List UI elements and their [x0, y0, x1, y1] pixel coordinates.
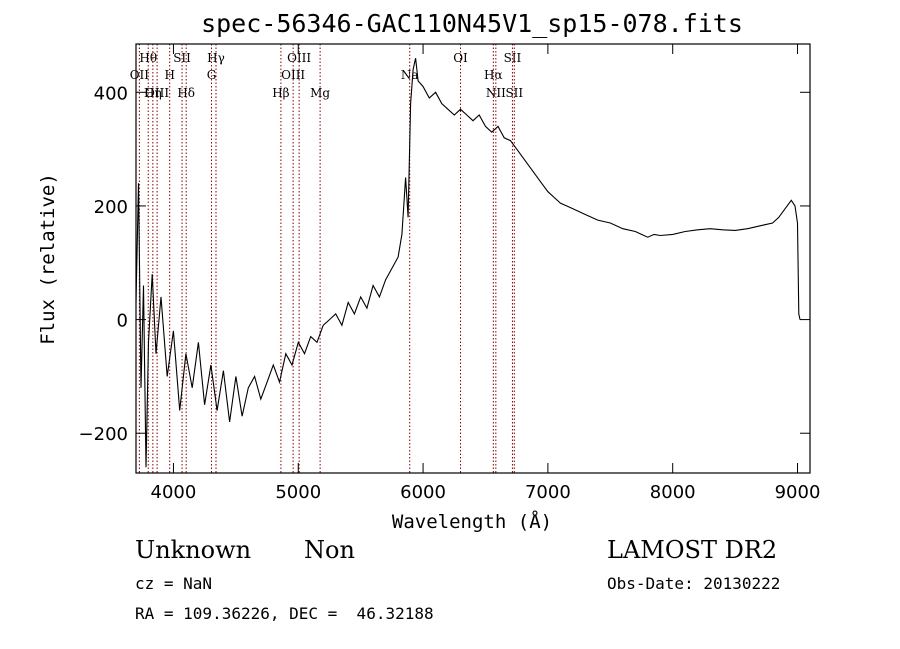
spectrum-series-line — [135, 58, 801, 468]
x-tick-label: 5000 — [275, 482, 321, 503]
y-tick-label: 200 — [94, 197, 128, 218]
x-tick-label: 9000 — [775, 482, 821, 503]
spectral-line-label: Mg — [310, 86, 330, 100]
spectral-line-label: OIII — [281, 68, 305, 82]
y-tick-label: 400 — [94, 83, 128, 104]
x-tick-label: 4000 — [151, 482, 197, 503]
spectral-line-label: H — [164, 68, 174, 82]
spectral-line-label: Hα — [484, 68, 503, 82]
spectral-line-label: OII — [130, 68, 150, 82]
spectral-line-label: Hδ — [177, 86, 195, 100]
spectral-line-label: OIII — [145, 86, 169, 100]
spectral-line-label: Hγ — [207, 51, 225, 65]
redshift-label: cz = NaN — [135, 574, 213, 593]
y-tick-label: 0 — [117, 311, 128, 332]
spectral-line-label: Hθ — [139, 51, 157, 65]
spectral-line-label: G — [207, 68, 217, 82]
chart-title: spec-56346-GAC110N45V1_sp15-078.fits — [201, 9, 743, 38]
x-axis-label: Wavelength (Å) — [392, 510, 552, 533]
class-label: Unknown — [135, 536, 252, 564]
spectral-line-label: SII — [504, 51, 522, 65]
spectral-line-label: SII — [505, 86, 523, 100]
spectral-line-label: NII — [486, 86, 506, 100]
spectral-line-label: Hβ — [272, 86, 289, 100]
survey-label: LAMOST DR2 — [607, 536, 778, 564]
spectral-line-label: Hη — [144, 86, 162, 100]
y-axis-label: Flux (relative) — [37, 173, 59, 345]
spectral-line-label: OIII — [287, 51, 311, 65]
subclass-label: Non — [304, 536, 355, 564]
plot-axes: 4000 5000 6000 7000 8000 9000 −200 0 200 400 — [79, 43, 821, 503]
x-tick-label: 6000 — [400, 482, 446, 503]
spectral-line-label: OI — [453, 51, 468, 65]
x-tick-label: 7000 — [525, 482, 571, 503]
spectral-line-label: SII — [173, 51, 191, 65]
spectral-line-label: Na — [401, 68, 419, 82]
y-tick-label: −200 — [79, 424, 128, 445]
plot-frame — [135, 43, 811, 474]
coordinates-label: RA = 109.36226, DEC = 46.32188 — [135, 604, 434, 623]
x-tick-label: 8000 — [650, 482, 696, 503]
obs-date-label: Obs-Date: 20130222 — [607, 574, 781, 593]
